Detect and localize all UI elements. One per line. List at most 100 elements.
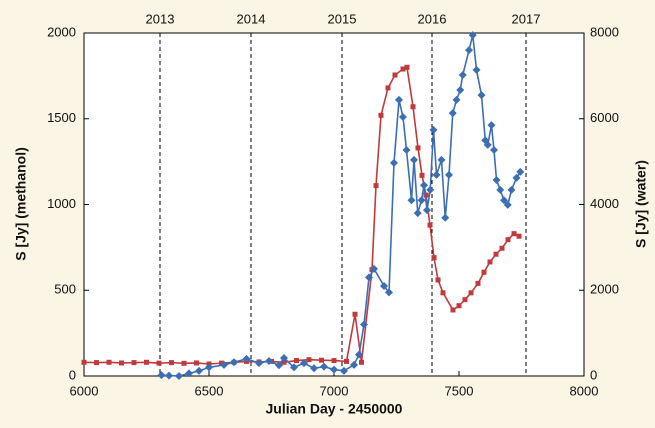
x-tick-label: 7500 bbox=[445, 383, 474, 398]
marker bbox=[378, 112, 384, 118]
marker bbox=[395, 95, 403, 104]
marker bbox=[385, 288, 393, 297]
marker bbox=[429, 125, 438, 134]
marker bbox=[407, 196, 416, 205]
year-label: 2013 bbox=[146, 11, 175, 26]
marker bbox=[496, 185, 505, 194]
marker bbox=[490, 146, 498, 155]
marker bbox=[280, 353, 288, 362]
marker bbox=[94, 360, 99, 366]
marker bbox=[462, 297, 468, 303]
marker bbox=[493, 251, 499, 257]
marker bbox=[431, 255, 437, 261]
marker bbox=[359, 359, 364, 365]
marker bbox=[352, 311, 358, 317]
marker bbox=[106, 359, 112, 365]
marker bbox=[512, 173, 521, 182]
marker bbox=[399, 113, 407, 122]
marker bbox=[445, 170, 453, 179]
marker bbox=[419, 172, 425, 178]
plot-area bbox=[83, 32, 585, 377]
marker bbox=[275, 361, 283, 370]
marker bbox=[156, 360, 162, 366]
marker bbox=[310, 364, 318, 373]
marker bbox=[413, 209, 422, 218]
marker bbox=[426, 185, 435, 194]
marker bbox=[417, 196, 426, 205]
marker bbox=[423, 192, 429, 198]
x-tick-label: 6000 bbox=[70, 383, 99, 398]
marker bbox=[205, 363, 213, 372]
marker bbox=[165, 371, 173, 380]
marker bbox=[220, 360, 228, 369]
y-tick-label: 1000 bbox=[47, 196, 76, 211]
y-tick-label: 0 bbox=[69, 367, 76, 382]
marker bbox=[507, 185, 516, 194]
marker bbox=[365, 273, 373, 282]
marker bbox=[320, 362, 328, 371]
marker bbox=[441, 213, 450, 222]
marker bbox=[331, 358, 337, 364]
marker bbox=[415, 145, 421, 151]
x-tick-label: 6500 bbox=[195, 383, 224, 398]
marker bbox=[281, 359, 287, 365]
marker bbox=[410, 104, 416, 110]
marker bbox=[360, 320, 368, 329]
marker bbox=[340, 366, 348, 375]
y2-tick-label: 6000 bbox=[590, 110, 619, 125]
marker bbox=[355, 350, 363, 359]
marker bbox=[144, 359, 149, 365]
y-axis-label: S [Jy] (methanol) bbox=[13, 147, 29, 261]
marker bbox=[242, 354, 251, 363]
marker bbox=[448, 109, 457, 118]
marker bbox=[456, 303, 462, 309]
marker bbox=[423, 206, 431, 215]
marker bbox=[435, 277, 441, 283]
year-label: 2017 bbox=[512, 11, 541, 26]
marker bbox=[194, 360, 199, 366]
y2-tick-label: 2000 bbox=[590, 282, 619, 297]
y-tick-label: 1500 bbox=[47, 110, 76, 125]
marker bbox=[505, 237, 511, 243]
marker bbox=[465, 46, 473, 55]
marker bbox=[294, 358, 299, 364]
marker bbox=[400, 66, 406, 72]
marker bbox=[511, 231, 517, 237]
marker bbox=[169, 360, 174, 366]
marker bbox=[385, 85, 391, 91]
y2-tick-label: 4000 bbox=[590, 196, 619, 211]
marker bbox=[468, 31, 477, 40]
marker bbox=[290, 363, 298, 372]
marker bbox=[483, 140, 492, 149]
marker bbox=[300, 359, 308, 368]
marker bbox=[157, 371, 166, 380]
y2-axis-label: S [Jy] (water) bbox=[633, 160, 649, 248]
y-tick-label: 500 bbox=[54, 282, 76, 297]
marker bbox=[402, 146, 411, 155]
marker bbox=[452, 95, 461, 104]
marker bbox=[500, 196, 508, 205]
marker bbox=[487, 121, 496, 130]
marker bbox=[475, 280, 481, 286]
marker bbox=[432, 170, 441, 179]
marker bbox=[437, 155, 446, 164]
x-tick-label: 8000 bbox=[570, 383, 599, 398]
marker bbox=[456, 86, 465, 95]
marker bbox=[380, 281, 388, 290]
year-label: 2016 bbox=[418, 11, 447, 26]
marker bbox=[265, 356, 273, 365]
marker bbox=[458, 71, 467, 80]
marker bbox=[392, 72, 398, 78]
year-label: 2014 bbox=[237, 11, 266, 26]
marker bbox=[427, 222, 433, 228]
marker bbox=[306, 357, 312, 363]
marker bbox=[330, 365, 338, 374]
marker bbox=[450, 307, 456, 313]
marker bbox=[319, 357, 324, 363]
marker bbox=[185, 369, 193, 378]
marker bbox=[481, 269, 487, 275]
y2-tick-label: 0 bbox=[590, 367, 597, 382]
marker bbox=[175, 372, 183, 380]
marker bbox=[131, 360, 137, 366]
